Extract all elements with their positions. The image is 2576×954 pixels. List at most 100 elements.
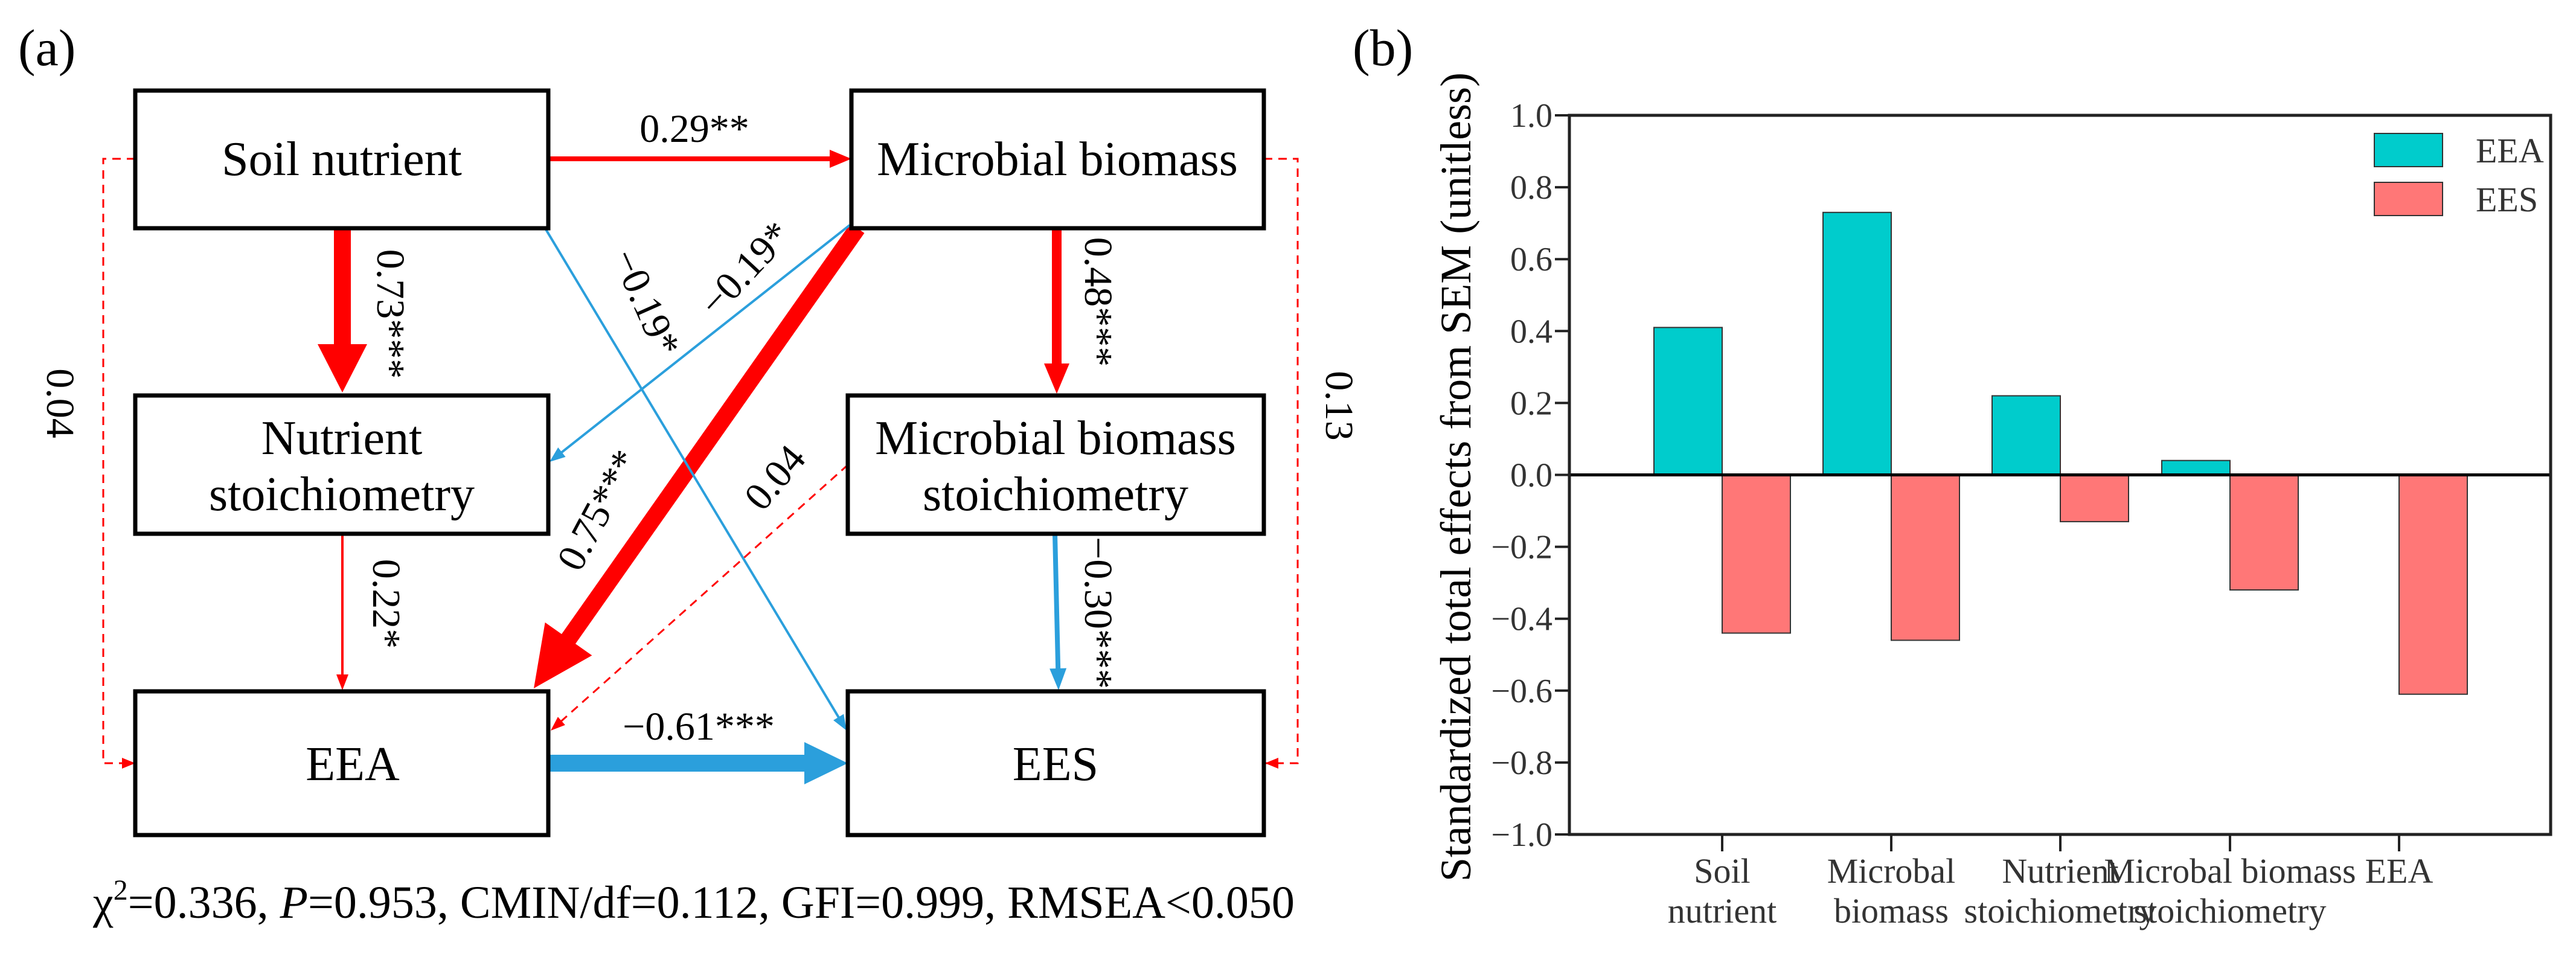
arrow-mbs-eea-line: [560, 464, 848, 723]
node-ees-label: EES: [1013, 738, 1098, 791]
arrow-sn-ees: [541, 222, 847, 731]
y-tick-label: 1.0: [1510, 97, 1552, 135]
arrow-mbs-ees-arrowhead: [1049, 668, 1067, 690]
node-mb-stoichiometry-label-2: stoichiometry: [923, 468, 1188, 521]
arrow-sn-ees-arrowhead: [833, 714, 847, 731]
arrow-sn-ns-arrowhead: [318, 344, 367, 392]
arrow-sn-mb: [548, 150, 851, 168]
node-nutrient-stoichiometry-label-2: stoichiometry: [209, 468, 475, 521]
arrow-mbs-eea-arrowhead: [551, 717, 565, 731]
coef-eea-ees: −0.61***: [623, 705, 775, 749]
bar-ees-4: [2398, 474, 2468, 695]
model-fit-stats: χ2=0.336, P=0.953, CMIN/df=0.112, GFI=0.…: [92, 874, 1295, 928]
x-tick-label: stoichiometry: [1964, 891, 2157, 930]
fit-indices: =0.953, CMIN/df=0.112, GFI=0.999, RMSEA<…: [308, 877, 1295, 928]
arrow-mb-ees: [1264, 158, 1299, 769]
coef-sn-ns: 0.73***: [368, 249, 412, 379]
arrow-sn-mb-arrowhead: [830, 150, 851, 168]
bar-ees-2: [2060, 474, 2129, 522]
node-ees: [845, 689, 1266, 837]
y-tick-label: −0.4: [1491, 601, 1552, 638]
arrow-ns-eea-arrowhead: [336, 674, 348, 690]
x-tick-label: EEA: [2365, 851, 2433, 891]
arrow-sn-eea-arrowhead: [122, 758, 135, 769]
panel-a-label: (a): [18, 19, 75, 77]
coef-sn-mb: 0.29**: [639, 107, 749, 151]
arrow-mb-ees-line: [1264, 158, 1299, 764]
arrow-mb-ns-arrowhead: [549, 447, 566, 462]
coef-ns-eea: 0.22*: [364, 559, 408, 649]
node-microbial-biomass-label: Microbial biomass: [877, 133, 1238, 186]
arrow-mb-eea-arrowhead: [534, 622, 592, 688]
bar-ees-3: [2229, 474, 2299, 591]
arrow-mbs-ees: [1049, 533, 1067, 690]
plot-area: 1.0 0.8 0.6 0.4 0.2 0.0 −0.2 −0.4 −0.6 −0.8 −1.0 So…: [1491, 97, 2552, 930]
chi-superscript: 2: [114, 874, 128, 906]
arrow-mbs-eea: [551, 464, 848, 731]
arrow-sn-ees-line: [541, 222, 841, 719]
path-arrows: [102, 150, 1299, 784]
y-tick-label: 0.8: [1510, 169, 1552, 206]
node-soil-nutrient: [133, 88, 551, 231]
arrow-sn-eea: [102, 158, 135, 769]
bar-eea-1: [1822, 211, 1892, 476]
arrow-eea-ees: [548, 742, 848, 784]
y-tick-label: −0.2: [1491, 529, 1552, 566]
x-tick-label: biomass: [1834, 891, 1949, 930]
y-tick-label: 0.0: [1510, 457, 1552, 495]
panel-b-label: (b): [1353, 19, 1413, 77]
x-tick-label: Microbal biomass: [2104, 851, 2356, 891]
total-effects-bar-chart: (b) Standardized total effects from SEM …: [1353, 19, 2552, 930]
arrow-ns-eea: [336, 534, 348, 690]
coef-mbs-ees: −0.30***: [1076, 537, 1120, 689]
node-mb-stoichiometry: [845, 393, 1266, 536]
node-microbial-biomass: [849, 88, 1266, 231]
y-tick-label: −0.8: [1491, 744, 1552, 782]
y-axis-title: Standardized total effects from SEM (uni…: [1432, 72, 1480, 882]
sem-path-diagram: (a) Soil nutrient Microbial biomass Nutr…: [18, 19, 1361, 928]
arrow-mb-mbs: [1044, 228, 1069, 394]
p-symbol: P: [280, 877, 308, 928]
arrow-mb-eea: [534, 223, 865, 688]
x-tick-label: stoichiometry: [2134, 891, 2327, 930]
y-tick-label: 0.2: [1510, 385, 1552, 422]
coef-mb-ees: 0.13: [1317, 371, 1361, 441]
arrow-eea-ees-arrowhead: [804, 742, 848, 784]
arrow-sn-eea-line: [102, 158, 135, 764]
node-nutrient-stoichiometry-label-1: Nutrient: [261, 412, 423, 465]
arrow-mb-eea-line: [560, 223, 865, 645]
legend-swatch-eea: [2374, 133, 2443, 167]
y-tick-label: 0.6: [1510, 241, 1552, 278]
x-tick-label: Nutrient: [2002, 851, 2118, 891]
y-tick-label: −1.0: [1491, 816, 1552, 854]
legend-label-eea: EEA: [2476, 131, 2544, 170]
legend-label-ees: EES: [2476, 180, 2538, 219]
coef-sn-eea: 0.04: [38, 368, 82, 438]
arrow-mb-mbs-arrowhead: [1044, 363, 1069, 394]
legend-swatch-ees: [2374, 182, 2443, 216]
bar-eea-0: [1653, 327, 1723, 476]
bar-eea-3: [2161, 459, 2231, 476]
y-tick-label: −0.6: [1491, 673, 1552, 710]
bar-ees-1: [1891, 474, 1960, 641]
arrow-mb-ns: [549, 224, 851, 462]
coef-mb-mbs: 0.48***: [1076, 237, 1120, 367]
y-tick-label: 0.4: [1510, 313, 1552, 350]
arrow-mb-ees-arrowhead: [1265, 758, 1278, 769]
x-tick-label: Microbal: [1827, 851, 1956, 891]
arrow-mbs-ees-line: [1053, 533, 1061, 670]
chi-symbol: χ: [92, 877, 114, 928]
node-mb-stoichiometry-label-1: Microbial biomass: [875, 412, 1236, 465]
x-tick-label: Soil: [1694, 851, 1751, 891]
node-nutrient-stoichiometry: [133, 393, 551, 536]
node-eea: [133, 689, 551, 837]
bar-eea-2: [1991, 395, 2061, 476]
arrow-sn-ns: [318, 228, 367, 392]
bar-ees-0: [1722, 474, 1791, 634]
x-tick-label: nutrient: [1668, 891, 1777, 930]
arrow-mb-ns-line: [560, 224, 851, 454]
chi-value: =0.336,: [128, 877, 280, 928]
node-eea-label: EEA: [306, 738, 400, 791]
node-soil-nutrient-label: Soil nutrient: [222, 133, 462, 186]
